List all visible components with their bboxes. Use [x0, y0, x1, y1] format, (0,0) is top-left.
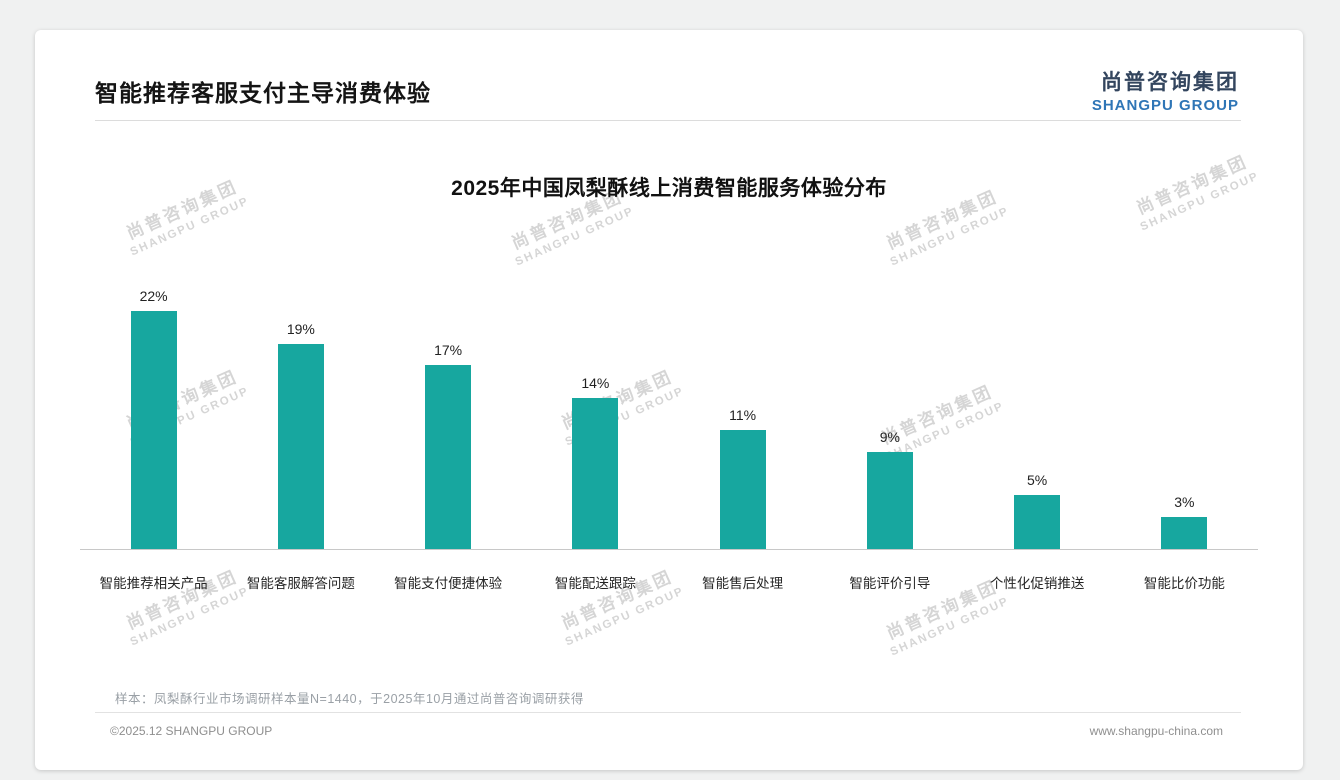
bar-column: 9% [816, 264, 963, 549]
bar-value-label: 11% [729, 407, 757, 424]
bar-column: 11% [669, 264, 816, 549]
sample-footnote: 样本：凤梨酥行业市场调研样本量N=1440，于2025年10月通过尚普咨询调研获… [115, 692, 584, 706]
bar-value-label: 19% [286, 320, 315, 337]
bar-chart-plot: 22% 19% 17% 14% 11% 9% 5% 3% [80, 264, 1258, 550]
bar-value-label: 14% [581, 374, 610, 391]
bar [130, 311, 177, 549]
bar-value-label: 17% [434, 342, 463, 359]
bar-column: 5% [964, 264, 1111, 549]
bar [1014, 495, 1061, 549]
bar [572, 397, 619, 549]
watermark-en: SHANGPU GROUP [888, 595, 1012, 659]
bar [866, 451, 913, 549]
company-logo: 尚普咨询集团 SHANGPU GROUP [1092, 66, 1239, 114]
bar-chart-category-labels: 智能推荐相关产品 智能客服解答问题 智能支付便捷体验 智能配送跟踪 智能售后处理 智能评价… [80, 550, 1258, 592]
category-label: 智能售后处理 [702, 576, 784, 591]
bar-column: 14% [522, 264, 669, 549]
watermark-en: SHANGPU GROUP [563, 585, 687, 649]
watermark-en: SHANGPU GROUP [128, 195, 252, 259]
bar-column: 19% [227, 264, 374, 549]
watermark-en: SHANGPU GROUP [128, 585, 252, 649]
logo-text-en: SHANGPU GROUP [1091, 97, 1239, 114]
category-label: 个性化促销推送 [989, 576, 1085, 591]
category-label: 智能推荐相关产品 [99, 576, 208, 591]
slide-card: 尚普咨询集团 SHANGPU GROUP 尚普咨询集团 SHANGPU GROUP … [35, 30, 1303, 770]
bar-value-label: 9% [879, 428, 900, 445]
category-label: 智能评价引导 [849, 576, 931, 591]
bar [425, 365, 472, 549]
bar [277, 343, 324, 549]
watermark-en: SHANGPU GROUP [513, 205, 637, 269]
footer-copyright: ©2025.12 SHANGPU GROUP [110, 724, 273, 738]
category-label: 智能支付便捷体验 [394, 576, 503, 591]
category-label: 智能配送跟踪 [554, 576, 636, 591]
footer-website: www.shangpu-china.com [1089, 724, 1223, 738]
watermark-en: SHANGPU GROUP [888, 205, 1012, 269]
bar [719, 430, 766, 549]
bar-column: 22% [80, 264, 227, 549]
logo-text-cn: 尚普咨询集团 [1101, 71, 1239, 94]
category-label: 智能客服解答问题 [246, 576, 355, 591]
category-label: 智能比价功能 [1143, 576, 1225, 591]
bar-column: 3% [1111, 264, 1258, 549]
bar-value-label: 22% [139, 288, 168, 305]
chart-title: 2025年中国凤梨酥线上消费智能服务体验分布 [451, 177, 887, 200]
bar [1161, 516, 1208, 549]
header-divider [95, 120, 1241, 121]
bar-value-label: 5% [1027, 472, 1048, 488]
page-title: 智能推荐客服支付主导消费体验 [95, 80, 431, 106]
footer-divider [95, 712, 1241, 713]
bar-column: 17% [375, 264, 522, 549]
bar-value-label: 3% [1174, 493, 1195, 510]
